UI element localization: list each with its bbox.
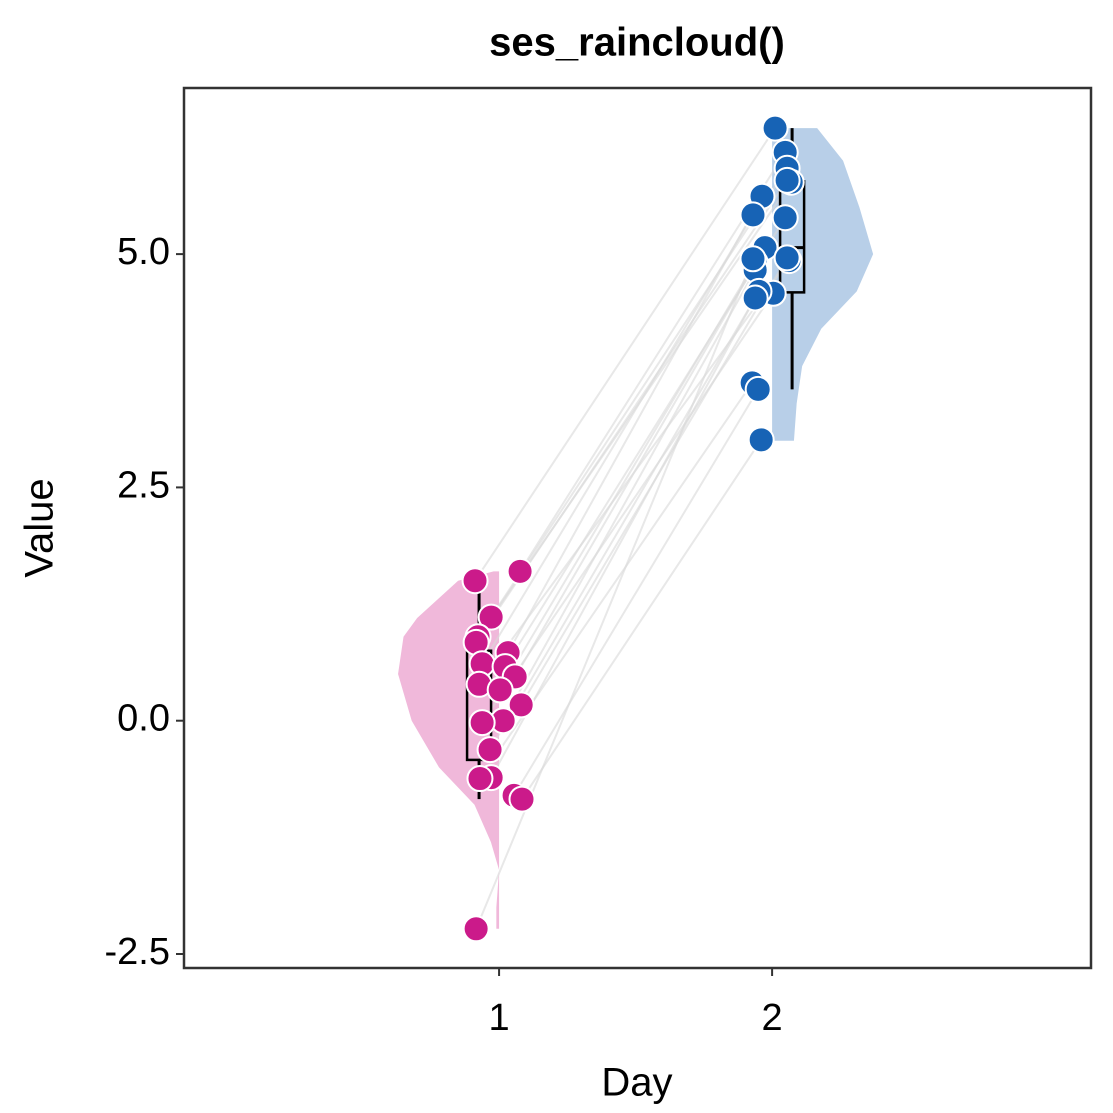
point <box>773 244 801 272</box>
point <box>476 736 504 764</box>
point <box>761 114 789 142</box>
pair-line <box>521 439 763 800</box>
point <box>507 691 535 719</box>
pair-line <box>499 261 757 691</box>
point <box>508 785 536 813</box>
pair-line <box>507 195 763 654</box>
point <box>461 567 489 595</box>
point <box>741 284 769 312</box>
point <box>771 204 799 232</box>
y-axis-label: Value <box>18 478 62 577</box>
box <box>778 180 806 294</box>
y-tick-label: -2.5 <box>105 931 170 973</box>
pair-line <box>502 269 757 722</box>
point <box>739 245 767 273</box>
pair-line <box>475 258 754 930</box>
x-axis-label: Day <box>601 1061 672 1105</box>
point <box>466 765 494 793</box>
pair-line <box>513 388 760 796</box>
point <box>739 201 767 229</box>
point <box>462 915 490 943</box>
point <box>773 166 801 194</box>
y-tick-label: 2.5 <box>117 464 170 506</box>
pair-line <box>519 151 787 572</box>
point <box>506 557 534 585</box>
point <box>747 426 775 454</box>
pair-line <box>490 167 788 618</box>
point <box>468 709 496 737</box>
plot-border <box>182 86 1093 970</box>
pair-line <box>481 292 775 724</box>
pair-line <box>478 260 790 685</box>
point <box>744 375 772 403</box>
point <box>486 676 514 704</box>
x-tick-label: 2 <box>762 997 783 1039</box>
pair-line <box>481 214 754 665</box>
pair-line <box>514 247 766 678</box>
x-tick-label: 1 <box>489 997 510 1039</box>
point <box>477 603 505 631</box>
y-tick-label: 0.0 <box>117 698 170 740</box>
pair-line <box>489 290 760 751</box>
y-tick-label: 5.0 <box>117 231 170 273</box>
chart-title: ses_raincloud() <box>489 21 785 65</box>
pair-line <box>474 127 776 582</box>
